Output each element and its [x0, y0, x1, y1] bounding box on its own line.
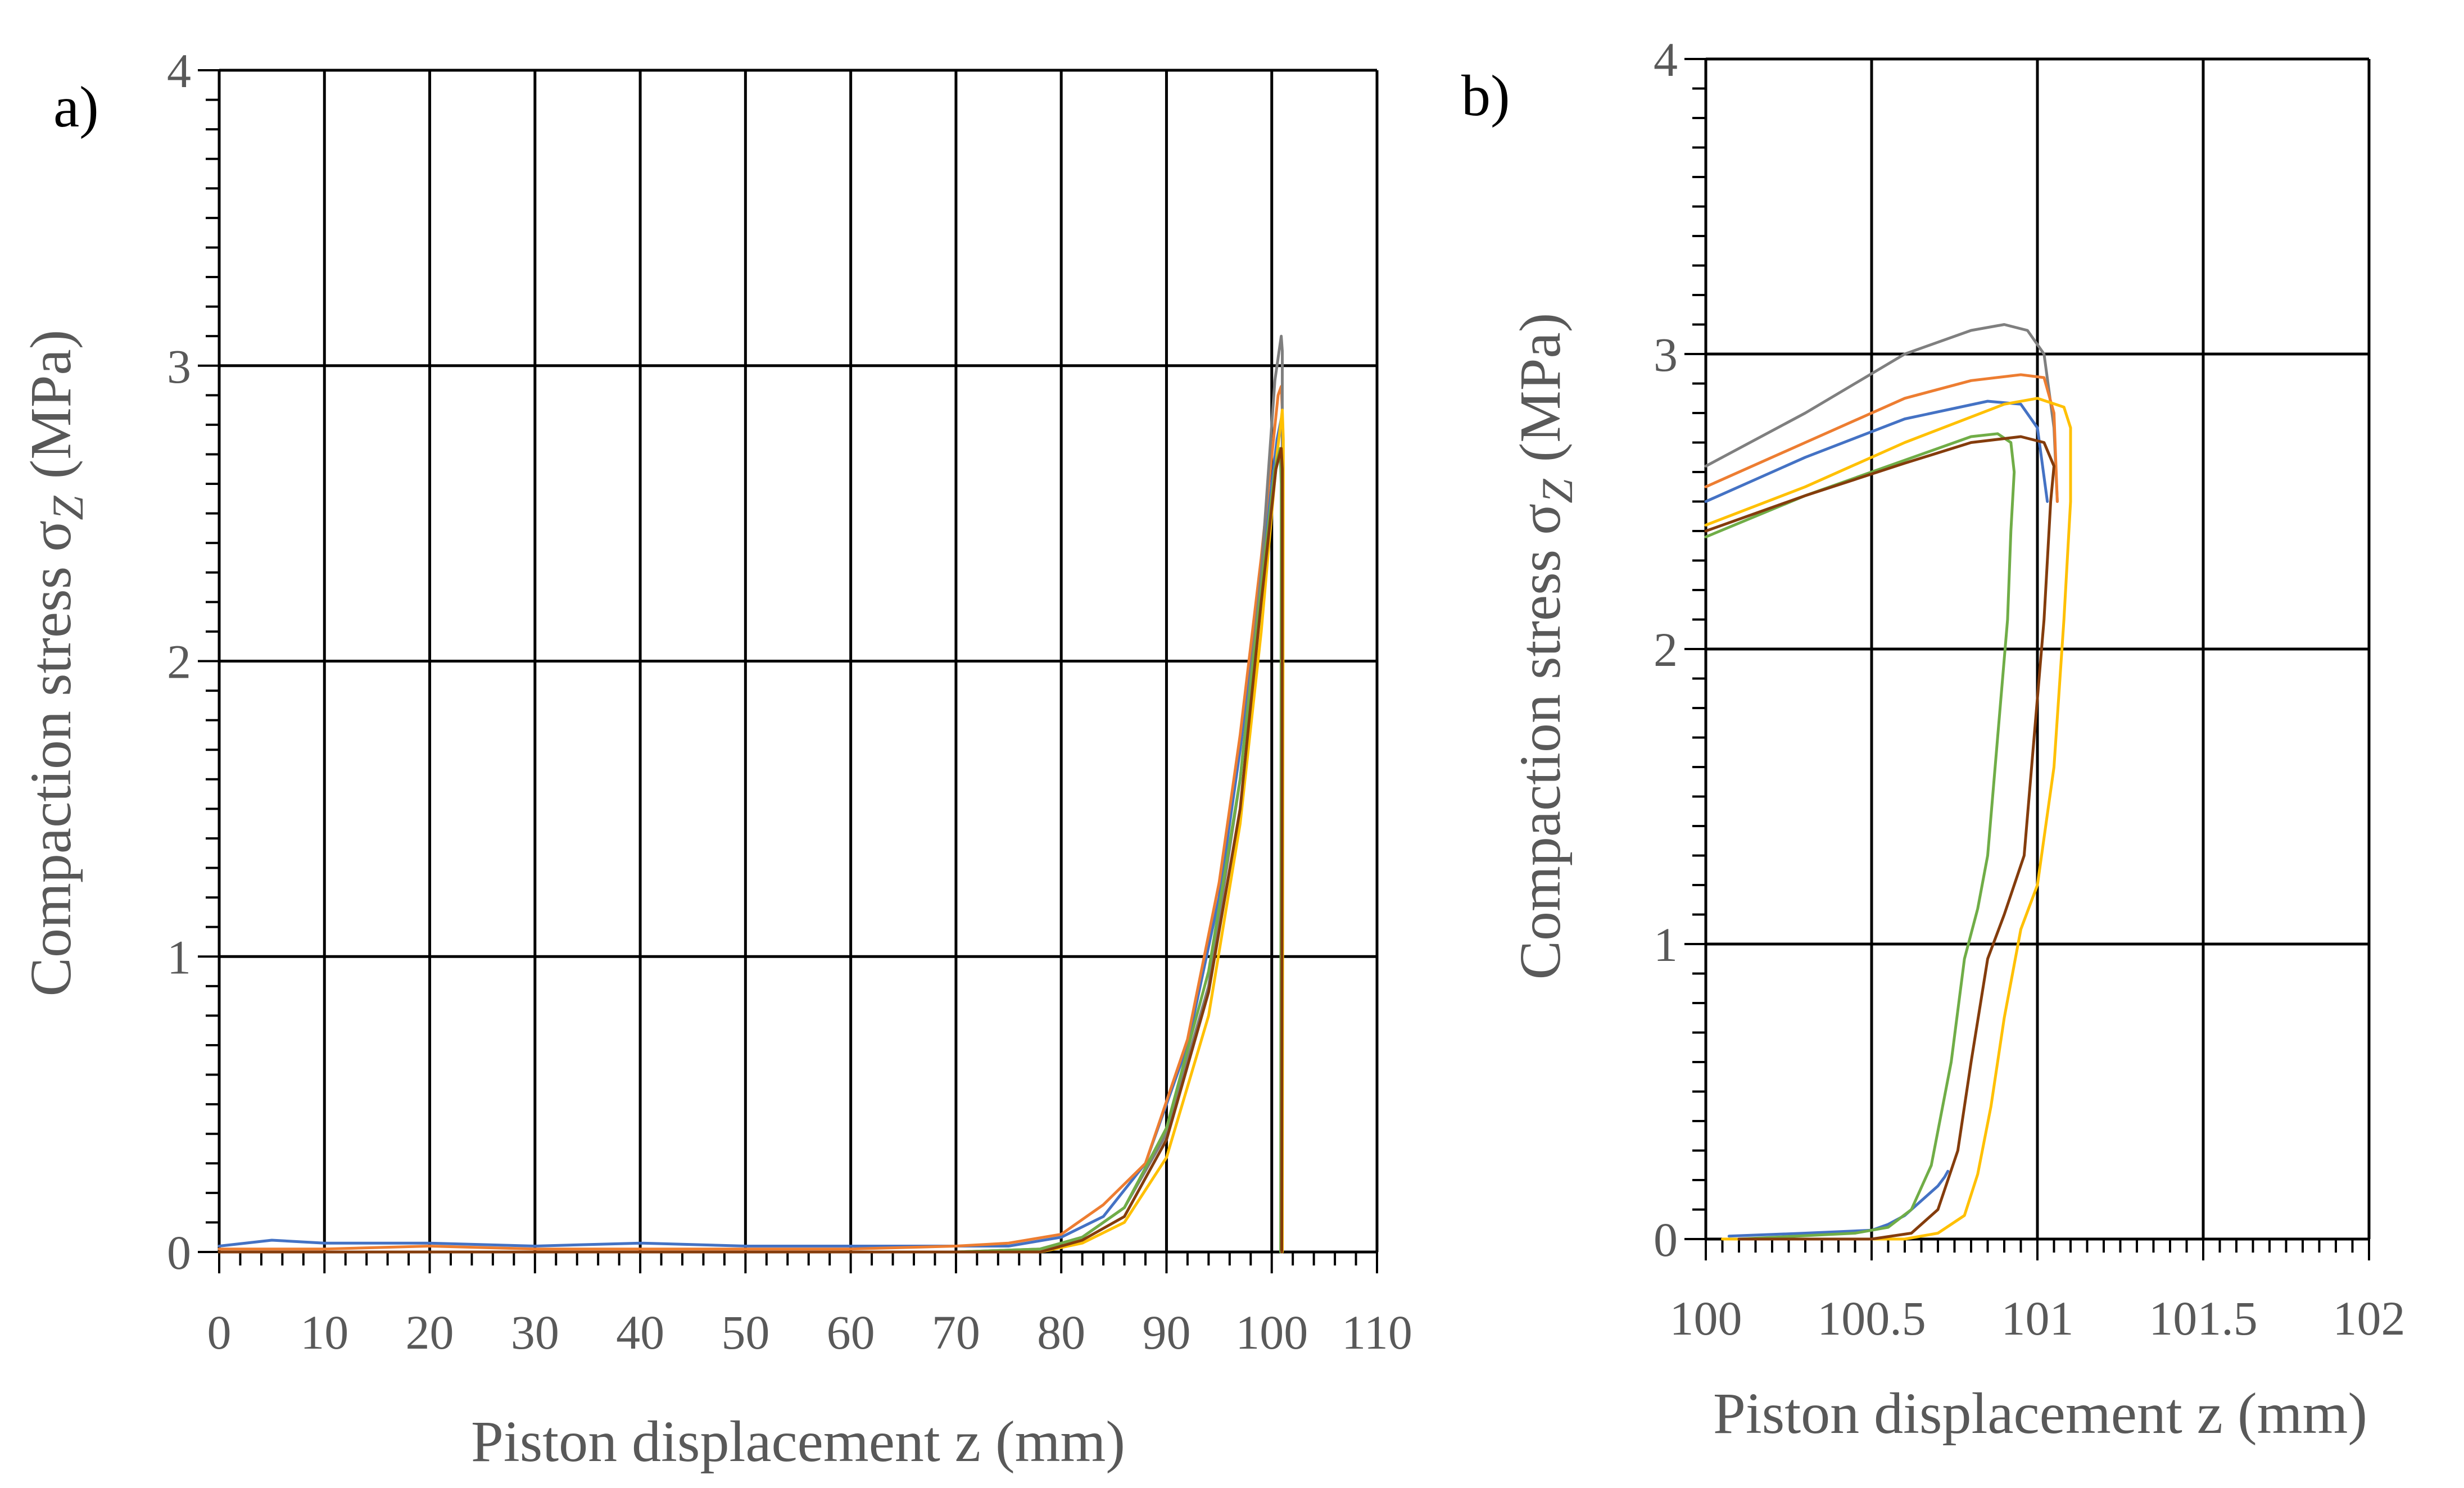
y-axis-title: Compaction stress σZ (MPa)	[1508, 313, 1582, 980]
y-tick-label: 1	[167, 930, 191, 984]
panel-b-chart: 100 100.5 101 101.5 102 0 1 2 3 4 b) Piston displac…	[1461, 33, 2406, 1446]
x-tick-label: 10	[300, 1305, 348, 1359]
x-tick-label: 110	[1342, 1305, 1412, 1359]
series-line-orange	[218, 385, 1284, 1254]
x-axis-title: Piston displacement z (mm)	[1713, 1381, 2367, 1446]
x-tick-label: 80	[1037, 1305, 1085, 1359]
series-line-green	[1704, 432, 2016, 1241]
series-line-blue-upper	[1704, 400, 2049, 503]
y-axis-title-text: Compaction stress σ	[1508, 503, 1573, 980]
y-axis-title-subscript: Z	[1533, 478, 1582, 503]
y-axis-title-text: Compaction stress σ	[19, 520, 83, 997]
y-tick-label: 2	[167, 635, 191, 689]
y-tick-label: 4	[167, 44, 191, 98]
y-axis-title: Compaction stress σZ (MPa)	[19, 330, 92, 997]
x-tick-label: 0	[207, 1305, 232, 1359]
y-axis-title-unit: (MPa)	[19, 330, 83, 479]
y-tick-label: 3	[167, 339, 191, 393]
x-tick-label: 40	[616, 1305, 664, 1359]
x-tick-label: 100	[1670, 1291, 1742, 1345]
x-tick-label: 102	[2333, 1291, 2406, 1345]
series-line-green	[218, 447, 1283, 1254]
y-tick-label: 1	[1654, 918, 1678, 972]
x-tick-label: 70	[932, 1305, 980, 1359]
x-tick-label: 90	[1142, 1305, 1190, 1359]
y-tick-label: 3	[1654, 328, 1678, 382]
series-line-blue	[218, 417, 1284, 1254]
series-line-gray	[218, 334, 1284, 1254]
x-tick-label: 100	[1235, 1305, 1308, 1359]
x-tick-label: 30	[511, 1305, 559, 1359]
series-line-yellow	[1704, 397, 2072, 1241]
series-line-brown	[1704, 435, 2055, 1241]
panel-a-chart: 0 10 20 30 40 50 60 70 80 90 100 110 0 1 2 3 4 a) Piston d…	[19, 44, 1412, 1474]
panel-label: a)	[53, 75, 99, 139]
y-tick-label: 0	[1654, 1213, 1678, 1267]
x-tick-label: 20	[406, 1305, 454, 1359]
x-tick-label: 50	[721, 1305, 769, 1359]
panel-label: b)	[1461, 63, 1510, 128]
x-tick-label: 101	[2001, 1291, 2074, 1345]
x-tick-label: 100.5	[1817, 1291, 1926, 1345]
series-line-brown	[218, 447, 1284, 1254]
series-line-gray	[1704, 323, 2059, 503]
x-tick-label: 101.5	[2149, 1291, 2258, 1345]
y-axis-title-subscript: Z	[43, 495, 92, 520]
y-tick-label: 2	[1654, 623, 1678, 677]
x-tick-label: 60	[827, 1305, 875, 1359]
y-tick-label: 4	[1654, 33, 1678, 87]
x-axis-title: Piston displacement z (mm)	[471, 1409, 1125, 1474]
series-line-yellow	[218, 409, 1285, 1254]
y-tick-label: 0	[167, 1226, 191, 1280]
series-line-orange	[1704, 373, 2059, 503]
y-axis-title-unit: (MPa)	[1508, 313, 1573, 462]
